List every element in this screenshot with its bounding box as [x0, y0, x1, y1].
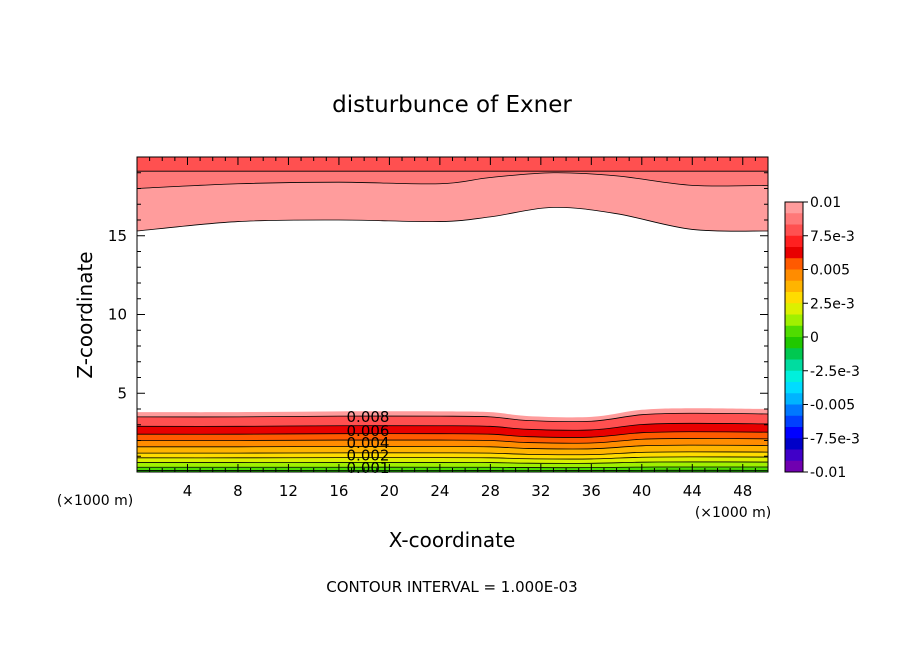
colorbar-swatch — [785, 359, 803, 372]
contour-label: 0.001 — [347, 459, 390, 477]
colorbar-swatch — [785, 449, 803, 462]
colorbar-swatch — [785, 292, 803, 304]
colorbar-swatch — [785, 247, 803, 259]
colorbar-label: 0 — [810, 330, 819, 346]
colorbar-swatch — [785, 438, 803, 450]
y-axis-label: Z-coordinate — [73, 251, 97, 378]
lower-contour-1 — [136, 412, 769, 423]
x-tick-label: 24 — [430, 482, 449, 500]
x-unit-left: (×1000 m) — [57, 493, 133, 509]
upper-contour-0 — [136, 206, 769, 232]
colorbar-swatch — [785, 269, 803, 282]
colorbar-label: 0.01 — [810, 195, 841, 211]
colorbar-label: 2.5e-3 — [810, 296, 855, 312]
colorbar-swatch — [785, 404, 803, 417]
lower-contour-5 — [136, 444, 769, 450]
y-tick-label: 5 — [117, 384, 127, 402]
x-tick-label: 12 — [279, 482, 298, 500]
x-tick-label: 8 — [233, 482, 243, 500]
lower-contour-2 — [136, 422, 769, 431]
colorbar-swatch — [785, 280, 803, 293]
colorbar-swatch — [785, 337, 803, 349]
colorbar: 0.01 7.5e-3 0.005 2.5e-3 0 -2.5e-3 -0.005 -7.5e… — [784, 195, 860, 481]
colorbar-swatch — [785, 213, 803, 225]
colorbar-swatch — [785, 427, 803, 439]
colorbar-label: -7.5e-3 — [810, 431, 860, 447]
colorbar-label: 7.5e-3 — [810, 229, 855, 245]
upper-contour-1 — [136, 172, 769, 189]
colorbar-swatch — [785, 258, 803, 270]
x-tick-label: 20 — [380, 482, 399, 500]
lower-contour-8 — [136, 461, 769, 464]
x-tick-label: 32 — [531, 482, 550, 500]
y-tick-label: 15 — [108, 227, 127, 245]
x-tick-label: 48 — [733, 482, 752, 500]
contour-lines — [136, 170, 769, 471]
y-tick-label: 10 — [108, 306, 127, 324]
colorbar-swatch — [785, 325, 803, 338]
upper-band-2 — [137, 157, 768, 172]
colorbar-label: -2.5e-3 — [810, 364, 860, 380]
lower-contour-7 — [136, 456, 769, 460]
x-tick-label: 16 — [329, 482, 348, 500]
lower-contour-6 — [136, 451, 769, 456]
contour-label: 0.004 — [347, 434, 390, 452]
x-tick-label: 44 — [683, 482, 702, 500]
x-axis-label: X-coordinate — [389, 528, 516, 552]
chart-title: disturbunce of Exner — [332, 92, 572, 118]
colorbar-swatch — [785, 370, 803, 383]
colorbar-label: -0.01 — [810, 465, 846, 481]
colorbar-swatch — [785, 460, 803, 473]
colorbar-swatch — [785, 235, 803, 248]
colorbar-swatch — [785, 382, 803, 394]
x-unit-right: (×1000 m) — [695, 505, 771, 521]
lower-contour-3 — [136, 431, 769, 438]
colorbar-swatch — [785, 314, 803, 327]
colorbar-swatch — [785, 415, 803, 428]
contour-label: 0.002 — [347, 446, 390, 464]
colorbar-swatch — [785, 393, 803, 405]
x-tick-label: 28 — [481, 482, 500, 500]
colorbar-swatch — [785, 202, 803, 214]
x-tick-label: 4 — [183, 482, 193, 500]
x-tick-label: 36 — [582, 482, 601, 500]
colorbar-swatch — [785, 224, 803, 237]
contour-interval-note: CONTOUR INTERVAL = 1.000E-03 — [326, 578, 577, 596]
colorbar-label: 0.005 — [810, 263, 850, 279]
x-tick-label: 40 — [632, 482, 651, 500]
plot-area — [137, 157, 768, 472]
colorbar-label: -0.005 — [810, 398, 855, 414]
colorbar-swatch — [785, 303, 803, 315]
colorbar-swatch — [785, 348, 803, 360]
lower-contour-4 — [136, 438, 769, 444]
contour-label: 0.006 — [347, 422, 390, 440]
contour-label: 0.008 — [347, 408, 390, 426]
